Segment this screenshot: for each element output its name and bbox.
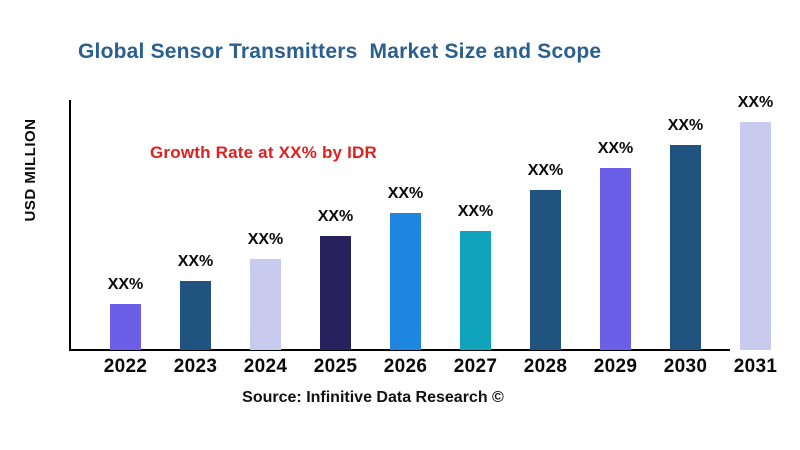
bar-2025 [320,236,351,350]
bar-2027 [460,231,491,350]
x-tick-label-2022: 2022 [103,356,148,377]
x-tick-label-2030: 2030 [663,356,708,377]
bar-value-label-2031: XX% [737,94,774,111]
bar-value-label-2029: XX% [597,140,634,157]
x-tick-label-2023: 2023 [173,356,218,377]
bar-2023 [180,281,211,350]
x-tick-label-2025: 2025 [313,356,358,377]
bar-value-label-2024: XX% [247,231,284,248]
x-axis-line [69,349,730,351]
source-note: Source: Infinitive Data Research © [242,389,504,406]
bar-2026 [390,213,421,350]
x-tick-label-2029: 2029 [593,356,638,377]
bar-value-label-2028: XX% [527,162,564,179]
bar-2028 [530,190,561,350]
x-tick-label-2027: 2027 [453,356,498,377]
bar-value-label-2025: XX% [317,208,354,225]
bar-value-label-2023: XX% [177,253,214,270]
bar-value-label-2030: XX% [667,117,704,134]
bar-2022 [110,304,141,350]
bar-2029 [600,168,631,350]
growth-rate-annotation: Growth Rate at XX% by IDR [150,143,377,162]
bar-2030 [670,145,701,350]
y-axis-line [69,100,71,351]
bar-value-label-2026: XX% [387,185,424,202]
x-tick-label-2024: 2024 [243,356,288,377]
x-tick-label-2026: 2026 [383,356,428,377]
chart-title: Global Sensor Transmitters Market Size a… [78,40,602,63]
x-tick-label-2028: 2028 [523,356,568,377]
bar-value-label-2027: XX% [457,203,494,220]
bar-2031 [740,122,771,350]
x-tick-label-2031: 2031 [733,356,778,377]
y-axis-label: USD MILLION [22,118,39,222]
bar-value-label-2022: XX% [107,276,144,293]
bar-2024 [250,259,281,350]
